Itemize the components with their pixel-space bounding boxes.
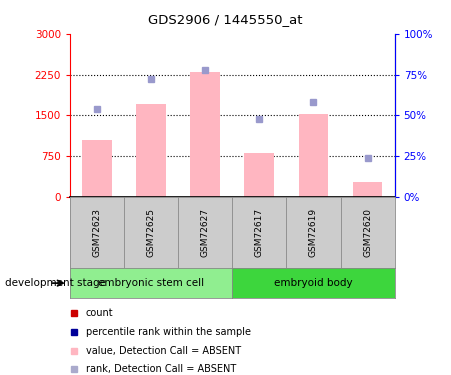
Text: GDS2906 / 1445550_at: GDS2906 / 1445550_at [148, 13, 303, 26]
Bar [299, 114, 328, 197]
Bar [353, 182, 382, 197]
Text: GSM72623: GSM72623 [92, 208, 101, 257]
Text: value, Detection Call = ABSENT: value, Detection Call = ABSENT [86, 346, 241, 355]
Text: GSM72617: GSM72617 [255, 208, 264, 257]
Bar [82, 140, 112, 197]
Text: GSM72620: GSM72620 [363, 208, 372, 257]
Text: GSM72627: GSM72627 [201, 208, 210, 257]
Bar [190, 72, 220, 197]
Bar [136, 105, 166, 197]
Text: percentile rank within the sample: percentile rank within the sample [86, 327, 251, 337]
Bar [244, 153, 274, 197]
Text: count: count [86, 308, 113, 318]
Text: GSM72619: GSM72619 [309, 208, 318, 257]
Text: embryonic stem cell: embryonic stem cell [98, 278, 204, 288]
Text: development stage: development stage [5, 278, 106, 288]
Text: GSM72625: GSM72625 [147, 208, 156, 257]
Text: rank, Detection Call = ABSENT: rank, Detection Call = ABSENT [86, 364, 236, 374]
Text: embryoid body: embryoid body [274, 278, 353, 288]
